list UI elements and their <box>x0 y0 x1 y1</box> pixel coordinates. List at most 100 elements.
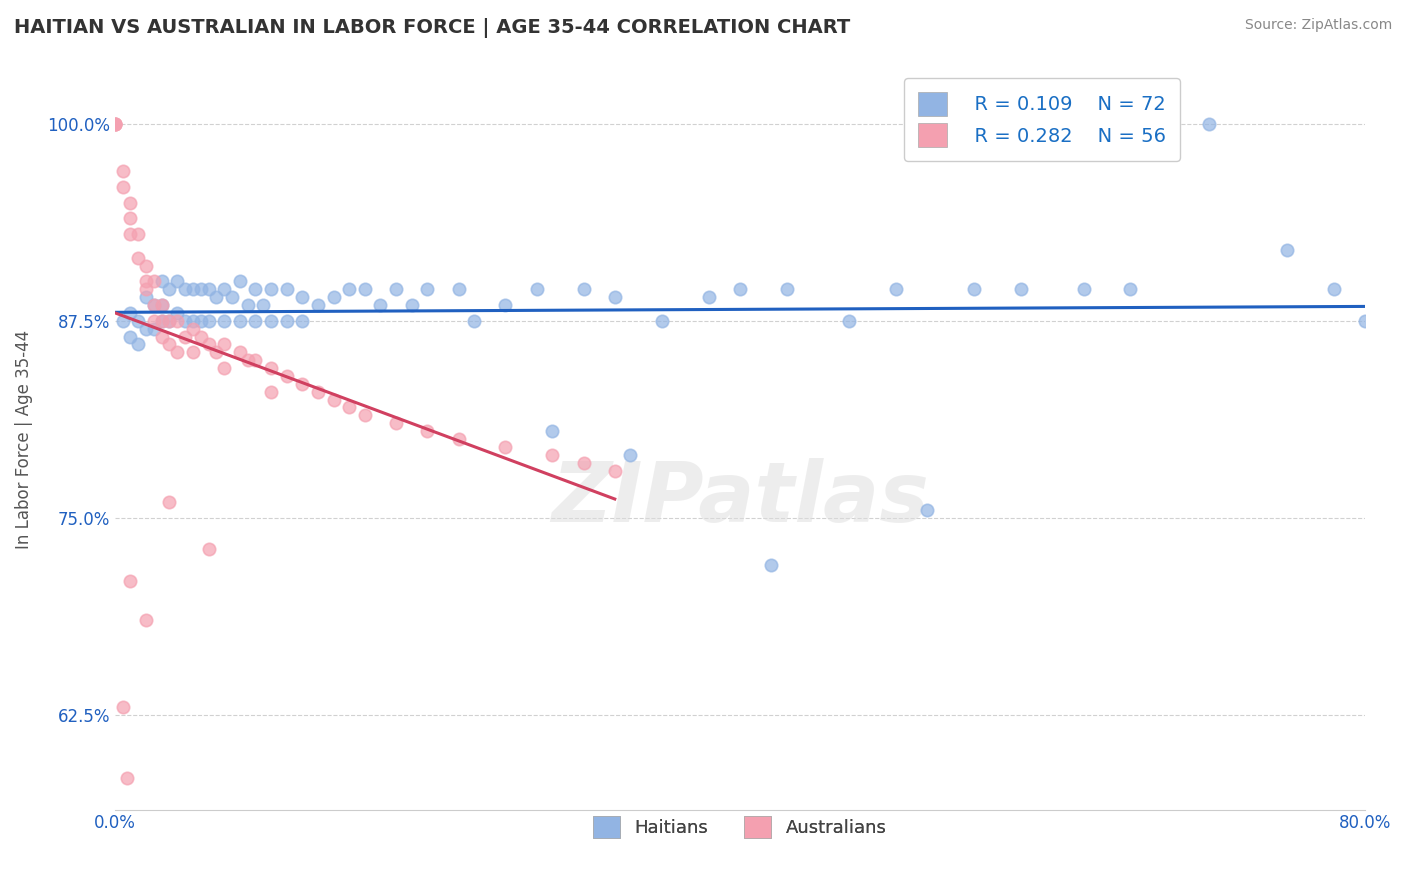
Point <box>728 282 751 296</box>
Point <box>385 417 408 431</box>
Point <box>307 298 329 312</box>
Point <box>276 314 298 328</box>
Point <box>142 274 165 288</box>
Point <box>205 345 228 359</box>
Point <box>447 432 470 446</box>
Point <box>166 274 188 288</box>
Point <box>150 274 173 288</box>
Text: ZIPatlas: ZIPatlas <box>551 458 929 539</box>
Point <box>759 558 782 573</box>
Point <box>697 290 720 304</box>
Point <box>572 282 595 296</box>
Point <box>135 282 157 296</box>
Point <box>117 771 139 785</box>
Text: Source: ZipAtlas.com: Source: ZipAtlas.com <box>1244 18 1392 32</box>
Point <box>212 282 235 296</box>
Point <box>142 314 165 328</box>
Point <box>150 298 173 312</box>
Point <box>416 424 439 438</box>
Point <box>190 329 212 343</box>
Point <box>120 195 142 210</box>
Point <box>236 298 259 312</box>
Point <box>181 321 204 335</box>
Point <box>385 282 408 296</box>
Text: HAITIAN VS AUSTRALIAN IN LABOR FORCE | AGE 35-44 CORRELATION CHART: HAITIAN VS AUSTRALIAN IN LABOR FORCE | A… <box>14 18 851 37</box>
Point <box>142 298 165 312</box>
Point <box>370 298 392 312</box>
Point <box>166 345 188 359</box>
Point <box>120 211 142 226</box>
Point <box>127 251 149 265</box>
Point <box>212 361 235 376</box>
Point <box>494 298 516 312</box>
Point <box>159 314 181 328</box>
Point <box>1198 117 1220 131</box>
Point <box>572 456 595 470</box>
Point <box>197 337 219 351</box>
Point <box>142 298 165 312</box>
Point <box>190 314 212 328</box>
Point <box>181 314 204 328</box>
Point <box>229 345 252 359</box>
Point <box>603 464 626 478</box>
Point <box>1073 282 1095 296</box>
Point <box>236 353 259 368</box>
Point <box>603 290 626 304</box>
Point <box>291 376 314 391</box>
Point <box>197 282 219 296</box>
Point <box>401 298 423 312</box>
Point <box>963 282 986 296</box>
Point <box>494 440 516 454</box>
Point <box>150 329 173 343</box>
Point <box>322 392 344 407</box>
Point <box>135 321 157 335</box>
Point <box>135 274 157 288</box>
Point <box>276 282 298 296</box>
Point <box>245 282 267 296</box>
Point <box>150 314 173 328</box>
Point <box>142 321 165 335</box>
Point <box>127 314 149 328</box>
Point <box>260 282 283 296</box>
Point <box>174 282 197 296</box>
Point <box>291 290 314 304</box>
Point <box>651 314 673 328</box>
Point <box>1010 282 1032 296</box>
Point <box>166 314 188 328</box>
Point <box>229 274 252 288</box>
Point <box>917 503 939 517</box>
Point <box>291 314 314 328</box>
Point <box>135 613 157 627</box>
Point <box>159 337 181 351</box>
Point <box>307 384 329 399</box>
Point <box>120 329 142 343</box>
Point <box>337 401 360 415</box>
Point <box>221 290 243 304</box>
Point <box>111 164 134 178</box>
Point <box>541 424 564 438</box>
Point <box>181 345 204 359</box>
Point <box>127 337 149 351</box>
Point <box>166 306 188 320</box>
Point <box>190 282 212 296</box>
Point <box>245 353 267 368</box>
Point <box>1275 243 1298 257</box>
Point <box>252 298 274 312</box>
Point <box>337 282 360 296</box>
Point <box>260 361 283 376</box>
Point <box>1322 282 1344 296</box>
Point <box>838 314 860 328</box>
Point <box>127 227 149 241</box>
Point <box>104 117 127 131</box>
Point <box>884 282 907 296</box>
Point <box>205 290 228 304</box>
Point <box>353 282 375 296</box>
Point <box>150 314 173 328</box>
Point <box>245 314 267 328</box>
Point <box>276 368 298 383</box>
Point <box>416 282 439 296</box>
Point <box>447 282 470 296</box>
Point <box>229 314 252 328</box>
Point <box>104 117 127 131</box>
Point <box>353 409 375 423</box>
